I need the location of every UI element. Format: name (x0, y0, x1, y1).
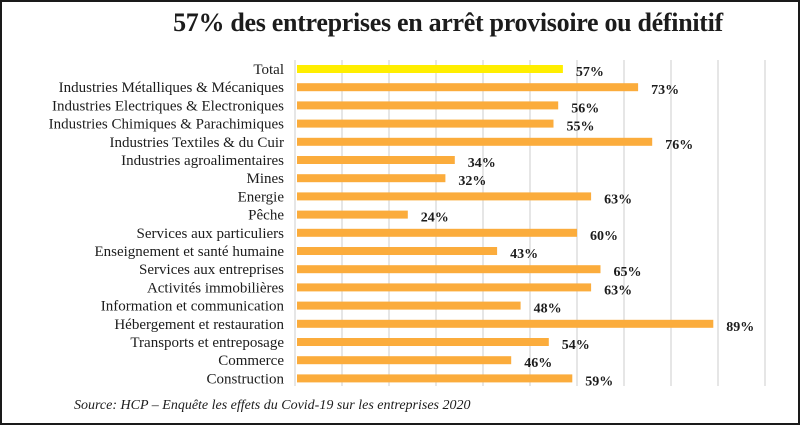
category-label: Total (253, 62, 284, 78)
chart-title: 57% des entreprises en arrêt provisoire … (173, 8, 723, 37)
gridlines (294, 60, 766, 386)
value-label: 76% (665, 138, 693, 153)
category-label: Commerce (218, 353, 284, 369)
value-label: 63% (604, 192, 632, 207)
value-label: 43% (510, 247, 538, 262)
bar (297, 319, 714, 328)
category-label: Construction (207, 371, 285, 387)
category-label: Services aux particuliers (137, 226, 285, 242)
value-labels: 57% 73% 56% 55% 76% 34% 32% 63% 24% 60% 43% 65% 63% 4… (421, 65, 755, 389)
value-label: 57% (576, 65, 604, 80)
value-label: 54% (562, 338, 590, 353)
bar (297, 192, 592, 201)
value-label: 63% (604, 283, 632, 298)
bar (297, 301, 521, 310)
value-label: 24% (421, 211, 449, 226)
value-label: 89% (726, 320, 754, 335)
category-label: Activités immobilières (147, 280, 284, 296)
category-labels: Total Industries Métalliques & Mécaniques… (49, 62, 285, 387)
category-label: Pêche (248, 208, 284, 224)
bar (297, 356, 512, 365)
bars (297, 65, 714, 383)
category-label: Industries agroalimentaires (121, 153, 284, 169)
category-label: Services aux entreprises (139, 262, 284, 278)
bar (297, 156, 455, 164)
value-label: 60% (590, 229, 618, 244)
category-label: Mines (247, 171, 285, 187)
category-label: Industries Chimiques & Parachimiques (49, 117, 285, 133)
bar (297, 247, 498, 255)
value-label: 48% (534, 302, 562, 317)
bar (297, 338, 549, 346)
source-note: Source: HCP – Enquête les effets du Covi… (74, 398, 471, 413)
value-label: 59% (585, 374, 613, 389)
value-label: 46% (524, 356, 552, 371)
value-label: 34% (468, 156, 496, 171)
bar (297, 374, 573, 383)
category-label: Industries Métalliques & Mécaniques (59, 80, 285, 96)
value-label: 65% (614, 265, 642, 280)
category-label: Industries Textiles & du Cuir (110, 135, 285, 151)
bar (297, 119, 554, 128)
bar (297, 210, 408, 219)
bar (297, 228, 577, 237)
bar (297, 283, 592, 292)
category-label: Enseignement et santé humaine (94, 244, 284, 260)
category-label: Industries Electriques & Electroniques (52, 98, 284, 114)
category-label: Energie (238, 189, 285, 205)
bar (297, 83, 639, 92)
category-label: Transports et entreposage (130, 335, 284, 351)
bar (297, 265, 601, 274)
value-label: 56% (571, 101, 599, 116)
category-label: Hébergement et restauration (114, 317, 284, 333)
bar (297, 65, 563, 73)
value-label: 32% (458, 174, 486, 189)
value-label: 55% (567, 120, 595, 135)
bar (297, 101, 559, 110)
value-label: 73% (651, 83, 679, 98)
bar (297, 137, 653, 146)
category-label: Information et communication (101, 299, 285, 315)
bar (297, 174, 446, 183)
